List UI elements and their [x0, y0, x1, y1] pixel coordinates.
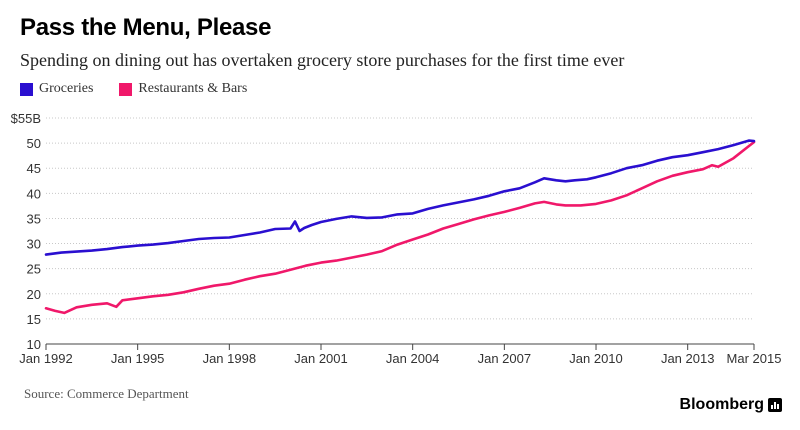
- chart-subtitle: Spending on dining out has overtaken gro…: [20, 50, 625, 70]
- x-tick-label: Jan 1995: [111, 351, 165, 366]
- x-tick-label: Mar 2015: [727, 351, 782, 366]
- legend-swatch-restaurants: [119, 82, 133, 96]
- x-tick-label: Jan 2010: [569, 351, 623, 366]
- brand-logo: Bloomberg: [680, 396, 782, 414]
- y-tick-label: 25: [27, 262, 41, 277]
- chart-title: Pass the Menu, Please: [20, 14, 272, 41]
- source-note: Source: Commerce Department: [24, 386, 189, 401]
- x-tick-label: Jan 2013: [661, 351, 715, 366]
- legend-swatch-groceries: [20, 82, 33, 96]
- chart-legend: Groceries Restaurants & Bars: [20, 80, 273, 98]
- legend-item-groceries: Groceries: [20, 81, 93, 97]
- x-tick-label: Jan 2007: [478, 351, 532, 366]
- y-tick-label: 10: [27, 337, 41, 352]
- y-tick-label: 50: [27, 136, 41, 151]
- series-line-groceries: [44, 139, 756, 256]
- y-tick-label: $55B: [11, 111, 41, 126]
- legend-item-restaurants: Restaurants & Bars: [119, 81, 247, 97]
- y-tick-label: 30: [27, 237, 41, 252]
- y-tick-label: 15: [27, 312, 41, 327]
- y-tick-label: 40: [27, 186, 41, 201]
- bloomberg-chart-icon: [768, 398, 782, 412]
- x-tick-label: Jan 1992: [19, 351, 73, 366]
- brand-name: Bloomberg: [679, 396, 764, 413]
- y-tick-label: 35: [27, 211, 41, 226]
- legend-label-restaurants: Restaurants & Bars: [138, 81, 248, 96]
- x-tick-label: Jan 2001: [294, 351, 348, 366]
- x-tick-label: Jan 2004: [386, 351, 440, 366]
- x-tick-label: Jan 1998: [203, 351, 257, 366]
- series-line-restaurants: [44, 140, 756, 315]
- y-tick-label: 20: [27, 287, 41, 302]
- y-tick-label: 45: [27, 161, 41, 176]
- legend-label-groceries: Groceries: [39, 81, 94, 96]
